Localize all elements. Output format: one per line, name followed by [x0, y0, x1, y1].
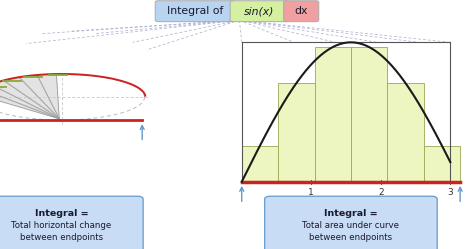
Text: dx: dx [294, 6, 308, 16]
Polygon shape [0, 85, 59, 119]
Text: 3: 3 [447, 188, 453, 197]
Polygon shape [37, 74, 59, 119]
Bar [424, 146, 460, 182]
Text: Integral =: Integral = [324, 209, 378, 218]
Polygon shape [0, 81, 59, 119]
Bar [387, 83, 424, 182]
FancyBboxPatch shape [264, 196, 437, 249]
Text: 2: 2 [378, 188, 383, 197]
Bar [242, 146, 278, 182]
Text: Integral =: Integral = [35, 209, 89, 218]
FancyBboxPatch shape [155, 1, 234, 22]
Bar [315, 47, 351, 182]
FancyBboxPatch shape [283, 1, 319, 22]
Polygon shape [19, 75, 59, 119]
Bar [351, 47, 387, 182]
Polygon shape [0, 90, 59, 119]
Text: Total horizontal change
between endpoints: Total horizontal change between endpoint… [11, 221, 112, 242]
Text: 1: 1 [309, 188, 314, 197]
Text: sin(x): sin(x) [244, 6, 274, 16]
Bar [278, 83, 315, 182]
FancyBboxPatch shape [230, 1, 288, 22]
Text: Total area under curve
between endpoints: Total area under curve between endpoints [302, 221, 400, 242]
FancyBboxPatch shape [0, 196, 143, 249]
Polygon shape [4, 77, 59, 119]
Text: Integral of: Integral of [167, 6, 223, 16]
